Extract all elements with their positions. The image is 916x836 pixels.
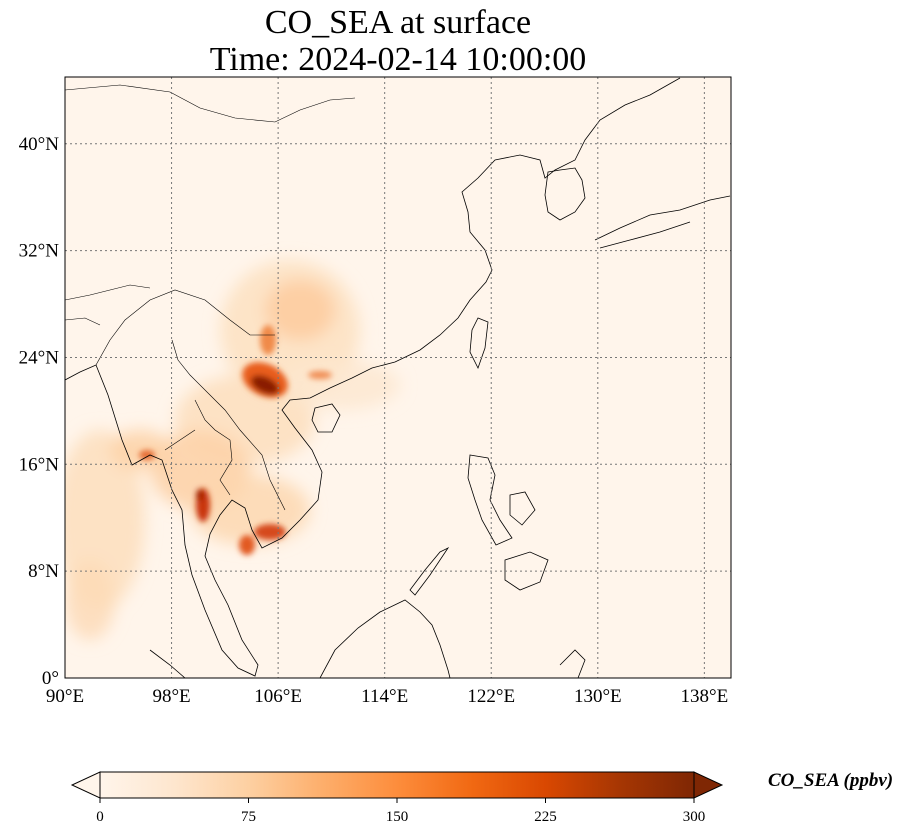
colorbar-tick-label: 300 bbox=[683, 809, 706, 825]
coastlines bbox=[65, 77, 731, 678]
longitude-labels: 90°E 98°E 106°E 114°E 122°E 130°E 138°E bbox=[46, 686, 728, 707]
colorbar-gradient bbox=[99, 771, 695, 799]
colorbar-extend-max bbox=[693, 771, 724, 799]
colorbar-tick-label: 75 bbox=[241, 809, 256, 825]
gridlines bbox=[65, 77, 731, 678]
colorbar-label: CO_SEA (ppbv) bbox=[768, 770, 894, 791]
colorbar-extend-min bbox=[70, 771, 101, 799]
lon-tick-label: 98°E bbox=[152, 686, 190, 707]
lat-tick-label: 8°N bbox=[28, 561, 59, 582]
lat-tick-label: 16°N bbox=[19, 454, 60, 475]
lon-tick-label: 114°E bbox=[361, 686, 408, 707]
colorbar-ticks: 0 75 150 225 300 bbox=[96, 798, 705, 825]
lon-tick-label: 138°E bbox=[681, 686, 729, 707]
lat-tick-label: 24°N bbox=[19, 347, 60, 368]
colorbar-tick-label: 150 bbox=[386, 809, 409, 825]
colorbar-tick-label: 0 bbox=[96, 809, 104, 825]
lat-tick-label: 0° bbox=[42, 668, 59, 689]
lon-tick-label: 90°E bbox=[46, 686, 84, 707]
lat-tick-label: 32°N bbox=[19, 241, 60, 262]
lon-tick-label: 106°E bbox=[254, 686, 302, 707]
lat-tick-label: 40°N bbox=[19, 134, 60, 155]
concentration-field bbox=[65, 77, 731, 678]
map-area bbox=[65, 77, 731, 678]
lon-tick-label: 122°E bbox=[467, 686, 515, 707]
map-subtitle: Time: 2024-02-14 10:00:00 bbox=[209, 41, 587, 78]
lon-tick-label: 130°E bbox=[574, 686, 622, 707]
latitude-labels: 0° 8°N 16°N 24°N 32°N 40°N bbox=[19, 134, 60, 689]
map-title: CO_SEA at surface bbox=[264, 4, 532, 41]
colorbar: 0 75 150 225 300 bbox=[70, 771, 724, 825]
map-frame bbox=[64, 76, 732, 679]
colorbar-tick-label: 225 bbox=[534, 809, 557, 825]
